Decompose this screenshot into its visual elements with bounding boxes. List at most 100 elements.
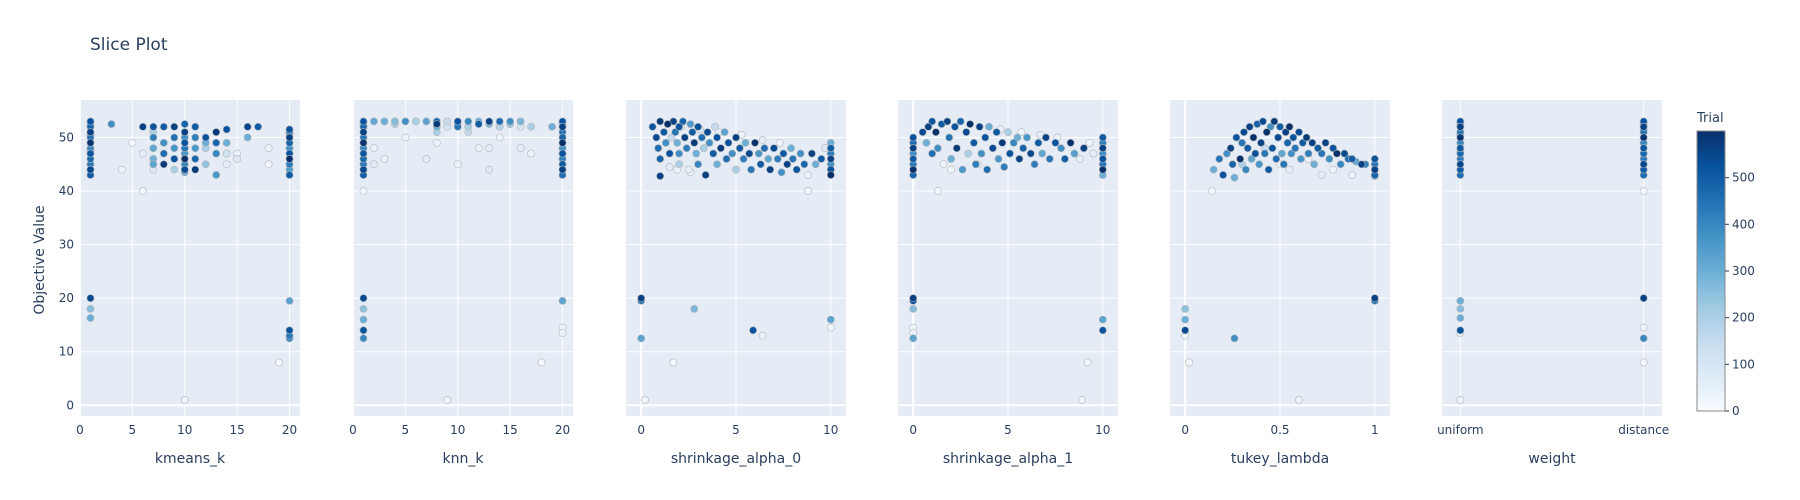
data-point <box>1456 296 1465 305</box>
data-point <box>1051 138 1060 147</box>
data-point <box>1230 173 1239 182</box>
data-point <box>690 138 699 147</box>
data-point <box>735 144 744 153</box>
colorbar-tick-label: 200 <box>1732 311 1755 325</box>
data-point <box>705 138 714 147</box>
data-point <box>1639 294 1648 303</box>
data-point <box>1357 160 1366 169</box>
x-tick-label: 10 <box>823 423 838 437</box>
subplot-tukey_lambda: 0 0.5 1 tukey_lambda <box>1170 100 1390 467</box>
plot-area <box>1442 100 1662 416</box>
data-point <box>359 326 368 335</box>
data-point <box>1336 160 1345 169</box>
data-point <box>962 128 971 137</box>
data-point <box>370 144 378 153</box>
data-point <box>756 160 765 169</box>
data-point <box>964 149 973 158</box>
data-point <box>1332 149 1341 158</box>
data-point <box>667 133 676 142</box>
data-point <box>947 155 956 163</box>
data-point <box>222 125 231 134</box>
data-point <box>1329 165 1338 174</box>
data-point <box>443 117 452 126</box>
x-axis-label: weight <box>1528 451 1576 467</box>
data-point <box>285 171 294 179</box>
data-point <box>1013 133 1022 142</box>
data-point <box>760 144 769 153</box>
x-tick-label: 10 <box>177 423 192 437</box>
data-point <box>678 117 687 126</box>
data-point <box>682 144 691 153</box>
data-point <box>817 155 826 163</box>
data-point <box>943 117 952 126</box>
data-point <box>665 163 674 171</box>
data-point <box>758 136 767 145</box>
data-point <box>975 122 984 131</box>
data-point <box>932 128 940 137</box>
data-point <box>359 315 368 324</box>
data-point <box>992 128 1001 137</box>
data-point <box>1287 149 1296 158</box>
data-point <box>933 187 942 195</box>
data-point <box>788 155 797 163</box>
data-point <box>909 144 918 153</box>
data-point <box>775 138 784 147</box>
data-point <box>1019 144 1028 153</box>
data-point <box>401 117 410 126</box>
data-point <box>1272 155 1281 163</box>
data-point <box>758 331 767 340</box>
data-point <box>243 133 252 142</box>
data-point <box>766 165 775 174</box>
data-point <box>411 117 420 126</box>
data-point <box>722 155 731 163</box>
data-point <box>222 138 231 147</box>
data-point <box>558 296 567 305</box>
data-point <box>1639 187 1648 195</box>
data-point <box>1456 304 1465 313</box>
y-tick-label: 40 <box>59 184 74 198</box>
subplot-shrinkage_alpha_0: 0 5 10 shrinkage_alpha_0 <box>626 100 846 467</box>
data-point <box>981 133 990 142</box>
data-point <box>811 160 820 169</box>
data-point <box>1310 160 1319 169</box>
data-point <box>285 133 294 142</box>
data-point <box>985 122 993 131</box>
data-point <box>804 187 812 195</box>
data-point <box>1321 138 1330 147</box>
data-point <box>359 294 368 303</box>
data-point <box>359 334 368 343</box>
data-point <box>977 149 986 158</box>
data-point <box>1277 149 1286 158</box>
chart-title: Slice Plot <box>90 35 168 55</box>
colorbar-tick-label: 100 <box>1732 357 1755 371</box>
x-tick-label: 10 <box>450 423 465 437</box>
data-point <box>285 125 294 134</box>
data-point <box>264 160 273 169</box>
data-point <box>495 117 504 126</box>
data-point <box>191 133 200 142</box>
data-point <box>170 165 179 174</box>
data-point <box>180 128 189 137</box>
data-point <box>118 165 126 174</box>
data-point <box>1215 155 1224 163</box>
data-point <box>680 133 689 142</box>
data-point <box>909 133 918 142</box>
data-point <box>86 138 95 147</box>
data-point <box>661 138 670 147</box>
data-point <box>548 122 556 131</box>
data-point <box>1098 133 1107 142</box>
data-point <box>86 149 95 158</box>
data-point <box>800 160 809 169</box>
data-point <box>663 120 672 129</box>
x-tick-label: 0 <box>76 423 84 437</box>
y-tick-label: 0 <box>66 398 74 412</box>
data-point <box>1276 122 1284 131</box>
data-point <box>720 128 729 137</box>
data-point <box>558 329 567 337</box>
data-point <box>1308 138 1317 147</box>
data-point <box>359 187 368 195</box>
data-point <box>777 168 786 177</box>
data-point <box>1017 128 1026 137</box>
data-point <box>656 172 665 180</box>
